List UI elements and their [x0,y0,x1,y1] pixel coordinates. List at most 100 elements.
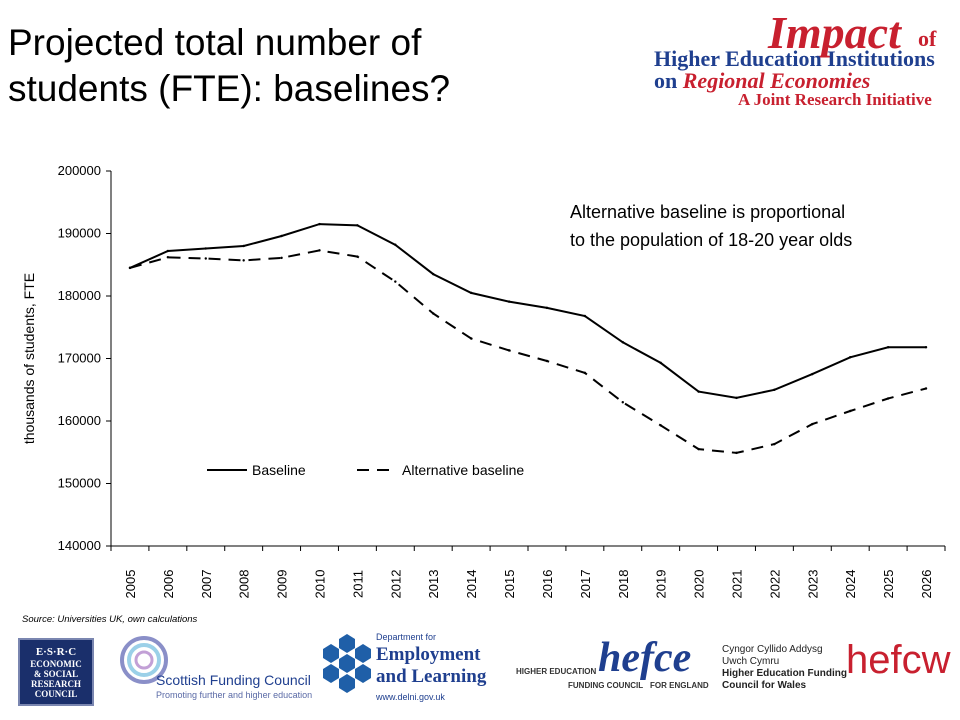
data-point [545,359,549,363]
data-point [394,280,397,283]
data-point [280,234,283,238]
impact-logo-on: on [654,68,678,93]
scottish-funding-council-emblem-icon [120,636,168,684]
data-point [204,247,207,250]
x-tick-label: 2007 [199,570,214,599]
data-point [128,266,132,270]
hefcw-english-line: Higher Education Funding [722,668,847,679]
series-line-alternative-baseline [129,249,927,454]
y-tick-label: 140000 [58,538,101,553]
x-tick-label: 2017 [578,570,593,599]
data-point [811,422,814,426]
data-point [924,387,928,390]
del-hexagon-emblem-icon [323,634,371,693]
esrc-logo-line: COUNCIL [34,689,78,699]
data-point [166,249,170,253]
footer-logos: E·S·R·C ECONOMIC & SOCIAL RESEARCH COUNC… [0,628,960,720]
data-point [735,451,738,455]
data-point [583,371,587,375]
data-point [507,349,511,352]
x-tick-label: 2013 [426,570,441,599]
y-tick-label: 160000 [58,413,101,428]
hefcw-english-name: Higher Education Funding Council for Wal… [722,668,847,692]
data-point [697,447,700,451]
legend-label: Baseline [252,462,306,478]
esrc-logo: E·S·R·C ECONOMIC & SOCIAL RESEARCH COUNC… [18,638,94,706]
hefcw-welsh-line: Cyngor Cyllido Addysg [722,644,823,655]
data-point [621,401,624,404]
data-point [545,306,549,310]
esrc-logo-line: ECONOMIC [30,659,82,669]
data-point [659,361,662,365]
x-tick-label: 2020 [692,570,707,599]
sfc-name: Scottish Funding Council [156,672,311,688]
impact-logo-word: Impact [768,7,901,58]
source-note: Source: Universities UK, own calculation… [22,614,198,625]
x-tick-label: 2024 [843,570,858,599]
x-tick-label: 2008 [237,570,252,599]
impact-logo-line1: Higher Education Institutions [654,46,935,71]
esrc-logo-line: & SOCIAL [33,669,79,679]
x-tick-label: 2018 [616,570,631,599]
data-point [697,390,700,393]
data-point [811,372,814,376]
x-tick-label: 2021 [730,570,745,599]
chart-annotation: Alternative baseline is proportional to … [570,198,852,254]
data-point [469,337,473,340]
y-tick-label: 170000 [58,351,101,366]
hefcw-welsh-name: Cyngor Cyllido Addysg Uwch Cymru [722,644,823,668]
impact-logo-of: of [918,26,937,51]
data-point [849,356,852,359]
hefcw-english-line: Council for Wales [722,680,807,691]
data-point [469,291,473,295]
x-tick-label: 2011 [350,570,365,598]
x-tick-label: 2025 [881,570,896,599]
data-point [432,312,435,315]
x-tick-label: 2015 [502,570,517,599]
hefce-for-england: FOR ENGLAND [650,681,709,690]
y-tick-label: 200000 [58,163,101,178]
impact-logo: Impact of Higher Education Institutions … [650,7,945,110]
sfc-tagline: Promoting further and higher education [156,690,313,700]
data-point [166,256,170,259]
del-name-line1: Employment [376,644,481,665]
x-tick-label: 2022 [767,570,782,599]
data-point [583,314,587,318]
data-point [773,388,776,391]
esrc-logo-line: E·S·R·C [35,646,77,658]
x-tick-label: 2014 [464,570,479,599]
annotation-line-1: Alternative baseline is proportional [570,202,846,222]
x-tick-label: 2023 [805,570,820,599]
x-tick-label: 2005 [123,570,138,599]
data-point [886,397,890,400]
data-point [886,346,890,349]
legend-label: Alternative baseline [402,462,524,478]
del-url: www.delni.gov.uk [376,692,445,702]
x-tick-label: 2006 [161,570,176,599]
data-point [735,396,738,400]
data-point [507,300,511,303]
data-point [280,256,283,260]
hefcw-welsh-line: Uwch Cymru [722,656,780,667]
impact-logo-line3: A Joint Research Initiative [738,90,932,109]
x-tick-label: 2009 [275,570,290,599]
data-point [773,442,776,446]
hefce-funding-council: FUNDING COUNCIL [568,681,644,690]
impact-logo-regional: Regional Economies [682,68,871,93]
y-tick-label: 190000 [58,226,101,241]
data-point [924,346,928,349]
y-tick-label: 150000 [58,476,101,491]
del-name-line2: and Learning [376,666,487,687]
data-point [242,244,245,248]
x-tick-label: 2019 [654,570,669,599]
del-department: Department for [376,632,437,642]
student-projection-chart: 140000 150000 160000 170000 180000 190000 2000… [21,163,946,599]
data-point [659,424,662,427]
data-point [242,259,245,262]
esrc-logo-line: RESEARCH [30,679,81,689]
x-tick-label: 2012 [388,570,403,599]
hefcw-logo-word: hefcw [846,638,951,682]
data-point [356,255,359,258]
data-point [621,341,624,344]
impact-logo-line2: on Regional Economies [654,68,870,94]
